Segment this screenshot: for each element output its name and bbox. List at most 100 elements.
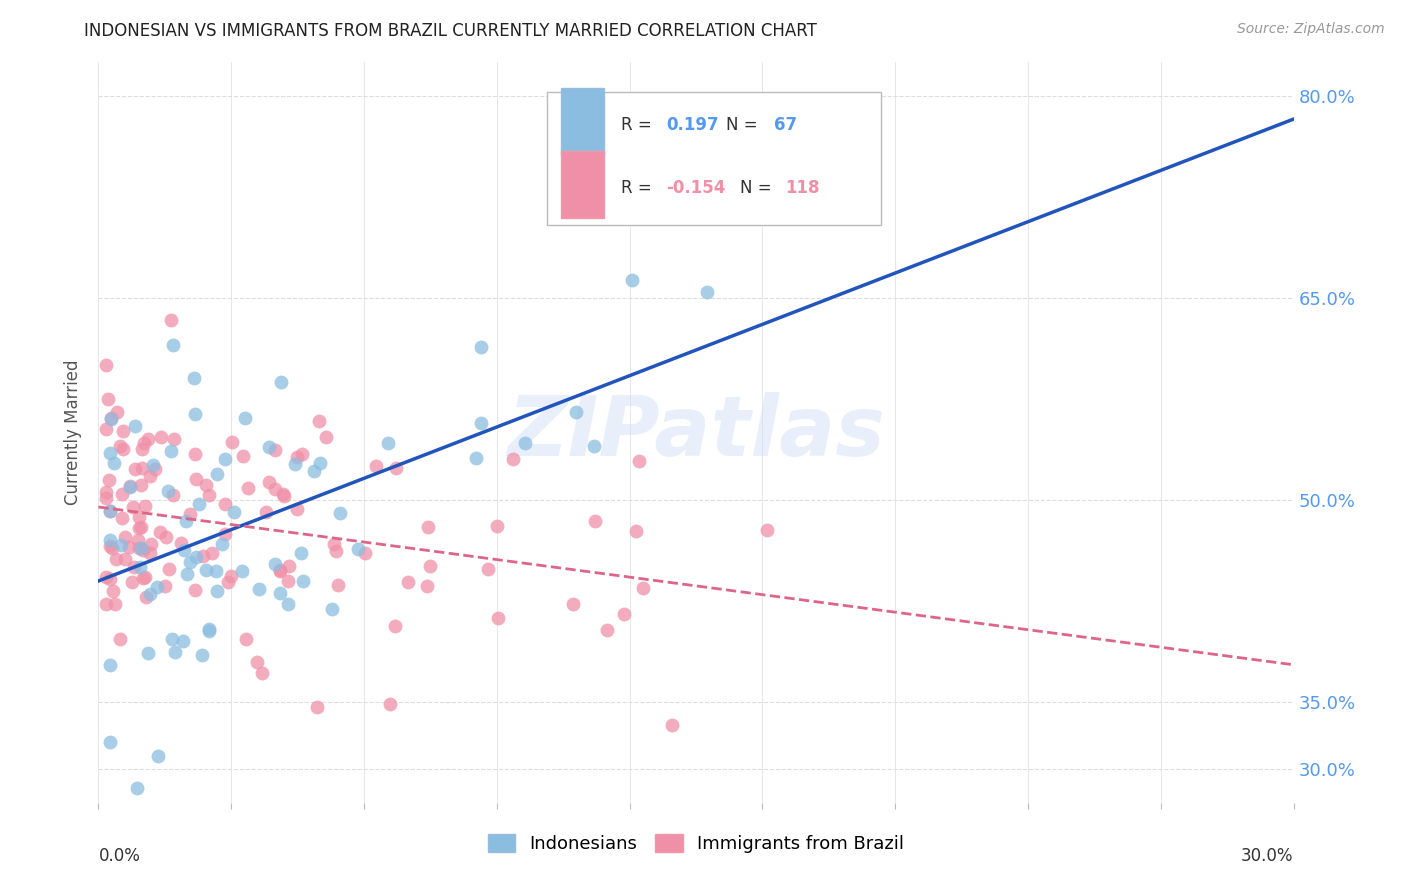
Point [321, 602, 343, 616]
Point [121, 500, 143, 514]
Point [197, 488, 219, 502]
Point [157, 562, 180, 576]
Point [418, 519, 440, 533]
Point [98, 504, 122, 518]
Point [125, 780, 148, 795]
Point [186, 549, 208, 564]
Point [214, 526, 236, 541]
Point [308, 414, 330, 428]
Point [292, 574, 315, 588]
Point [124, 462, 146, 476]
Point [128, 510, 150, 524]
Point [129, 541, 152, 556]
Point [136, 647, 159, 661]
Point [257, 475, 280, 489]
Point [308, 456, 330, 470]
Point [183, 371, 205, 385]
Point [290, 546, 312, 560]
Point [418, 559, 440, 574]
Point [269, 563, 291, 577]
FancyBboxPatch shape [561, 152, 605, 218]
Point [205, 467, 228, 482]
Point [233, 410, 256, 425]
Text: 30.0%: 30.0% [1241, 847, 1294, 865]
Point [219, 568, 242, 582]
Point [205, 583, 228, 598]
Point [100, 412, 122, 426]
Point [129, 520, 152, 534]
Point [756, 523, 779, 537]
Point [415, 579, 437, 593]
Point [247, 582, 270, 596]
Point [134, 500, 156, 514]
Point [257, 440, 280, 454]
Point [217, 575, 239, 590]
Point [153, 579, 176, 593]
Point [631, 582, 654, 596]
Point [271, 487, 294, 501]
Point [231, 564, 253, 578]
Point [184, 473, 207, 487]
Point [191, 648, 214, 662]
Point [235, 632, 257, 646]
Point [254, 505, 277, 519]
Text: INDONESIAN VS IMMIGRANTS FROM BRAZIL CURRENTLY MARRIED CORRELATION CHART: INDONESIAN VS IMMIGRANTS FROM BRAZIL CUR… [84, 22, 817, 40]
Point [191, 549, 214, 564]
Point [277, 597, 299, 611]
Point [477, 562, 499, 576]
Point [114, 552, 136, 566]
Text: N =: N = [725, 116, 758, 135]
Point [378, 697, 401, 711]
Point [127, 533, 149, 548]
Point [97, 392, 120, 406]
Point [323, 537, 346, 551]
Point [198, 624, 221, 639]
Point [139, 536, 162, 550]
Point [148, 749, 170, 764]
Point [325, 543, 347, 558]
Point [285, 450, 308, 465]
Point [583, 439, 606, 453]
Point [464, 450, 486, 465]
Point [111, 424, 134, 438]
Point [214, 496, 236, 510]
Point [131, 442, 153, 457]
FancyBboxPatch shape [561, 88, 605, 155]
Point [211, 537, 233, 551]
Point [270, 376, 292, 390]
Y-axis label: Currently Married: Currently Married [65, 359, 83, 506]
Point [114, 530, 136, 544]
Point [315, 430, 337, 444]
Point [105, 404, 128, 418]
Point [120, 480, 142, 494]
Point [96, 570, 118, 584]
Point [128, 541, 150, 555]
Point [277, 574, 299, 588]
Point [201, 546, 224, 560]
Point [624, 524, 647, 539]
Point [132, 542, 155, 557]
Text: ZIPatlas: ZIPatlas [508, 392, 884, 473]
Point [96, 491, 118, 506]
Point [364, 458, 387, 473]
Point [162, 488, 184, 502]
Point [214, 452, 236, 467]
Point [176, 566, 198, 581]
Point [183, 582, 205, 597]
Point [284, 457, 307, 471]
Point [621, 273, 644, 287]
Point [385, 460, 408, 475]
Point [134, 570, 156, 584]
Point [139, 545, 162, 559]
Text: 67: 67 [773, 116, 797, 135]
Point [250, 665, 273, 680]
Point [155, 530, 177, 544]
Text: 0.197: 0.197 [666, 116, 718, 135]
Point [174, 515, 197, 529]
Point [98, 573, 121, 587]
Point [222, 505, 245, 519]
Point [159, 312, 181, 326]
Point [263, 482, 285, 496]
Point [384, 619, 406, 633]
Point [172, 633, 194, 648]
